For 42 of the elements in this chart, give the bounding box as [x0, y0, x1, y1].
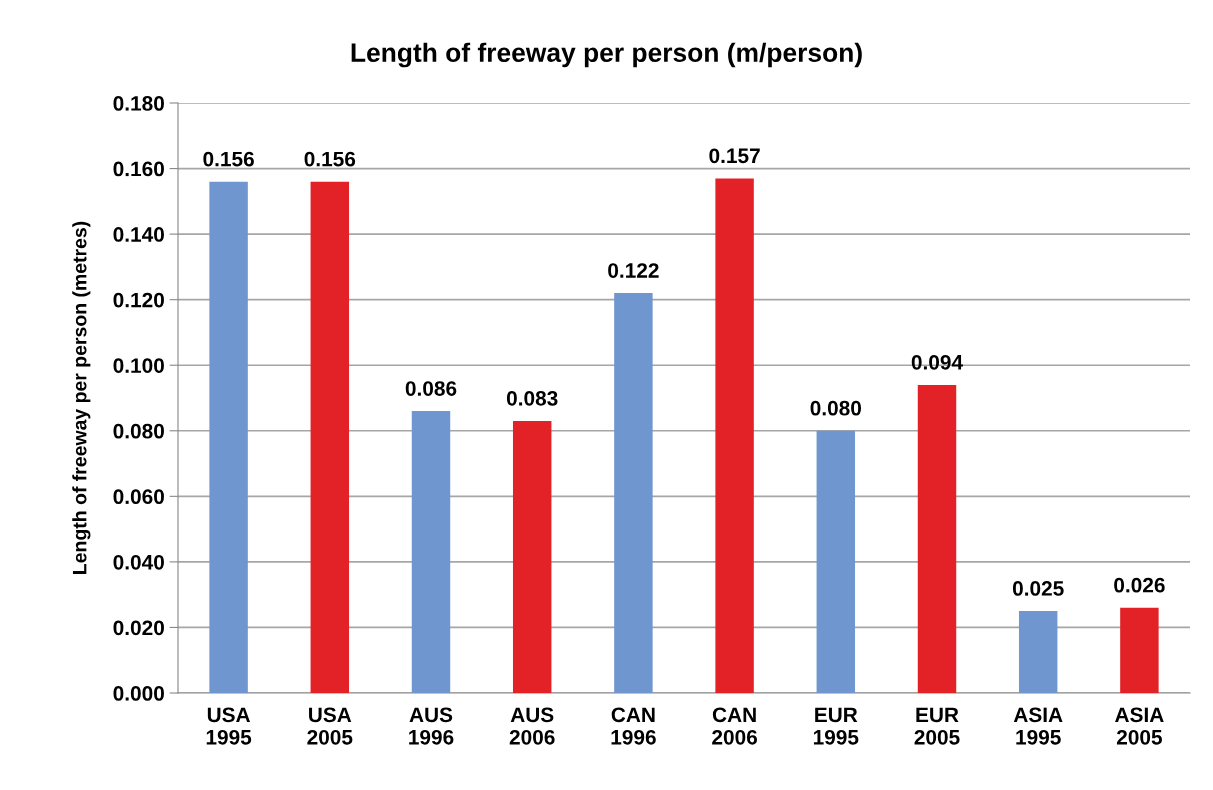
- y-tick-label: 0.160: [113, 161, 164, 177]
- y-tick-label: 0.140: [113, 227, 164, 242]
- x-tick-label: AUS 2006: [509, 707, 555, 745]
- x-tick-label: EUR 2005: [914, 707, 960, 745]
- y-tick-label: 0.040: [113, 554, 164, 570]
- bar: [1018, 611, 1058, 693]
- bar: [614, 293, 653, 693]
- data-label: 0.156: [203, 151, 254, 167]
- x-tick-label: EUR 1995: [813, 707, 859, 745]
- y-axis-title: Length of freeway per person (metres): [72, 221, 91, 574]
- data-label: 0.094: [911, 354, 963, 370]
- data-label: 0.083: [506, 390, 558, 406]
- bar: [209, 181, 248, 693]
- y-tick-label: 0.020: [113, 620, 164, 636]
- bar: [310, 181, 350, 693]
- data-label: 0.080: [810, 400, 862, 416]
- y-tick-label: 0.060: [113, 489, 164, 505]
- y-tick-label: 0.100: [113, 358, 164, 373]
- bar: [715, 178, 754, 693]
- x-tick-label: USA 2005: [307, 707, 353, 745]
- bar: [917, 384, 957, 693]
- data-label: 0.086: [405, 381, 457, 396]
- x-tick-label: CAN 2006: [712, 707, 758, 745]
- x-tick-label: CAN 1996: [611, 707, 656, 745]
- bar: [512, 420, 552, 693]
- x-tick-label: AUS 1996: [409, 707, 454, 745]
- data-label: 0.025: [1012, 581, 1064, 596]
- bar: [411, 411, 451, 693]
- x-tick-label: ASIA 2005: [1115, 707, 1164, 745]
- data-label: 0.157: [709, 148, 760, 164]
- data-label: 0.026: [1114, 577, 1165, 593]
- y-tick-label: 0.180: [113, 96, 164, 111]
- y-tick-label: 0.000: [113, 686, 164, 701]
- y-tick-label: 0.080: [113, 423, 164, 439]
- y-tick-label: 0.120: [113, 292, 164, 308]
- data-label: 0.156: [304, 151, 356, 167]
- x-tick-label: ASIA 1995: [1013, 707, 1063, 745]
- bar: [816, 430, 856, 693]
- x-tick-label: USA 1995: [206, 707, 252, 745]
- chart-title: Length of freeway per person (m/person): [351, 42, 862, 68]
- bar: [1120, 607, 1159, 693]
- data-label: 0.122: [608, 263, 659, 278]
